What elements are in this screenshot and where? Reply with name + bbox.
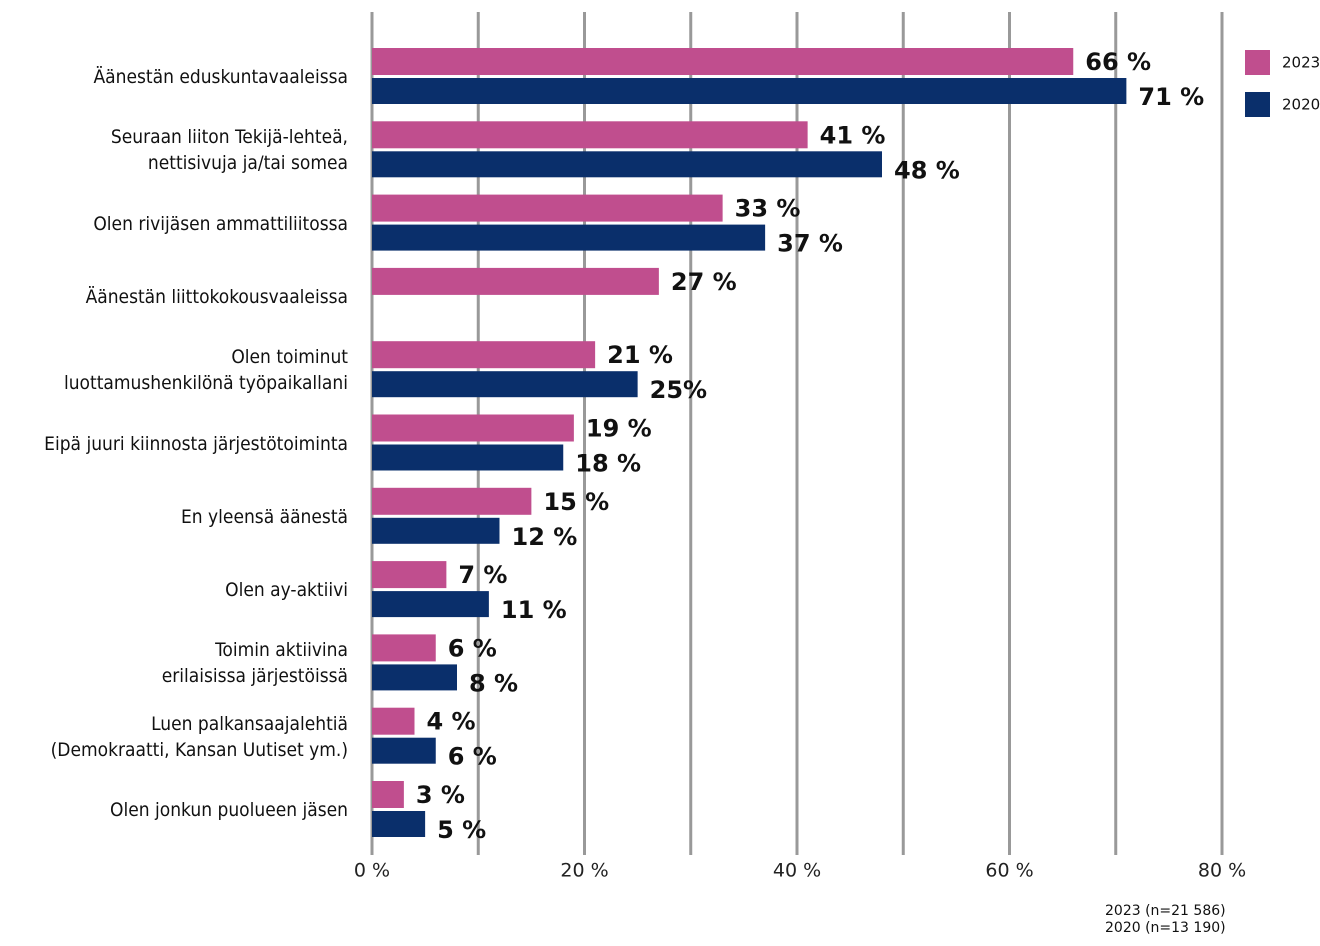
bar — [372, 121, 808, 149]
bar — [372, 48, 1074, 75]
value-label: 8 % — [469, 669, 518, 697]
x-tick-label: 60 % — [985, 860, 1033, 882]
bar — [372, 664, 457, 691]
value-label: 15 % — [543, 488, 609, 516]
bar — [372, 737, 436, 764]
category-label: Olen rivijäsen ammattiliitossa — [93, 212, 348, 235]
value-label: 11 % — [501, 596, 567, 624]
bar — [372, 811, 426, 837]
bar — [372, 414, 574, 442]
category-label: Toimin aktiivina erilaisissa järjestöiss… — [161, 639, 348, 688]
legend-label: 2023 — [1282, 54, 1320, 72]
x-tick-label: 40 % — [773, 860, 821, 882]
value-label: 33 % — [735, 195, 801, 223]
x-tick-label: 20 % — [560, 860, 608, 882]
category-label: Seuraan liiton Tekijä-lehteä, nettisivuj… — [110, 126, 348, 175]
category-label: En yleensä äänestä — [181, 505, 348, 528]
value-label: 71 % — [1138, 83, 1204, 111]
value-label: 18 % — [575, 450, 641, 478]
category-label: Olen ay-aktiivi — [225, 579, 348, 602]
category-label: Äänestän eduskuntavaaleissa — [93, 66, 348, 88]
category-label: Olen toiminut luottamushenkilönä työpaik… — [63, 346, 348, 395]
category-label: Luen palkansaajalehtiä (Demokraatti, Kan… — [50, 712, 348, 761]
legend-swatch — [1245, 92, 1270, 117]
bar — [372, 341, 596, 369]
value-label: 27 % — [671, 268, 737, 296]
value-label: 3 % — [416, 781, 465, 809]
sample-note: 2023 (n=21 586) 2020 (n=13 190) — [1105, 903, 1226, 936]
value-label: 37 % — [777, 230, 843, 258]
bar — [372, 444, 564, 471]
bar — [372, 487, 532, 515]
value-label: 7 % — [458, 561, 507, 589]
bar — [372, 267, 659, 295]
bar — [372, 224, 766, 251]
bar — [372, 591, 489, 618]
value-label: 6 % — [448, 634, 497, 662]
legend-label: 2020 — [1282, 96, 1320, 114]
value-label: 19 % — [586, 415, 652, 443]
value-label: 4 % — [427, 708, 476, 736]
category-label: Äänestän liittokokousvaaleissa — [85, 285, 348, 308]
value-label: 6 % — [448, 743, 497, 771]
bar — [372, 371, 638, 398]
x-tick-label: 0 % — [354, 860, 390, 882]
bar — [372, 194, 723, 222]
bar — [372, 561, 447, 589]
bar — [372, 781, 404, 808]
value-label: 12 % — [512, 523, 578, 551]
category-label: Olen jonkun puolueen jäsen — [110, 799, 348, 821]
legend-swatch — [1245, 50, 1270, 75]
value-label: 25% — [650, 376, 707, 404]
bar — [372, 151, 882, 178]
bar — [372, 707, 415, 735]
bar — [372, 78, 1127, 104]
value-label: 48 % — [894, 156, 960, 184]
value-label: 66 % — [1085, 48, 1151, 76]
value-label: 41 % — [820, 121, 886, 149]
x-tick-label: 80 % — [1198, 860, 1246, 882]
bar — [372, 634, 436, 662]
category-label: Eipä juuri kiinnosta järjestötoiminta — [44, 432, 348, 455]
bar — [372, 517, 500, 544]
value-label: 5 % — [437, 816, 486, 844]
value-label: 21 % — [607, 341, 673, 369]
